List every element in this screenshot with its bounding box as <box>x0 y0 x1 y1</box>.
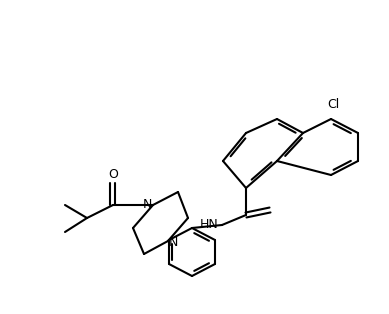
Text: O: O <box>108 168 118 181</box>
Text: N: N <box>169 236 179 248</box>
Text: N: N <box>143 198 152 210</box>
Text: HN: HN <box>200 219 219 231</box>
Text: Cl: Cl <box>327 98 339 111</box>
